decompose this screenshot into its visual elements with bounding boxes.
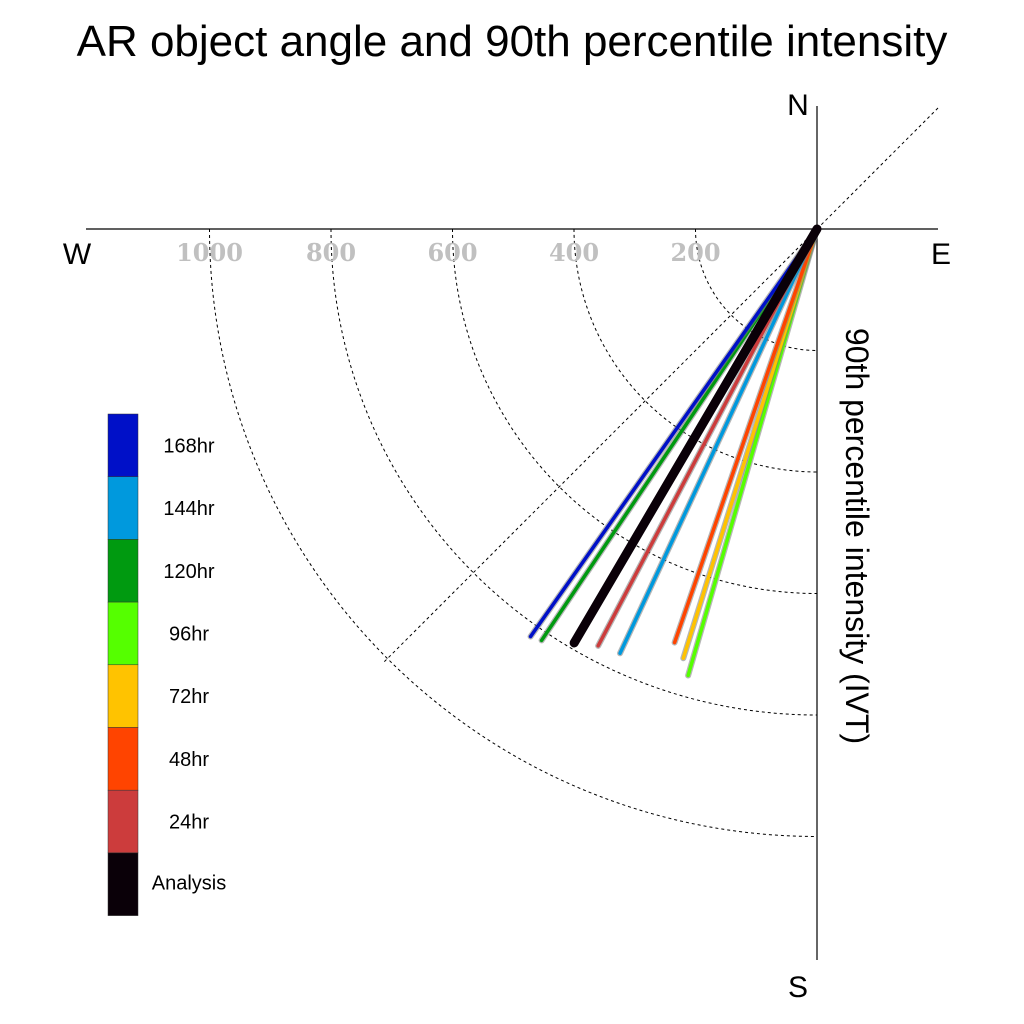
legend-label-168hr: 168hr [163, 435, 214, 457]
legend: 168hr 144hr 120hr 96hr 72hr 48hr 24hr Analysis [107, 413, 226, 916]
ring-label-200: 200 [670, 238, 720, 267]
legend-label-96hr: 96hr [169, 623, 209, 645]
grid-ring-200 [695, 228, 818, 351]
chart-title: AR object angle and 90th percentile inte… [77, 17, 948, 66]
grid-ring-600 [452, 228, 818, 594]
legend-swatch-Analysis [107, 852, 139, 916]
legend-swatch-168hr [107, 413, 139, 477]
ring-labels: 200 400 600 800 1000 [176, 238, 720, 267]
series-line-48hr [672, 227, 819, 645]
legend-swatch-120hr [107, 539, 139, 603]
legend-label-120hr: 120hr [163, 561, 214, 583]
compass-west: W [63, 238, 92, 271]
compass-south: S [788, 971, 808, 1004]
ring-label-1000: 1000 [176, 238, 243, 267]
legend-swatch-24hr [107, 789, 139, 854]
legend-label-144hr: 144hr [163, 498, 214, 520]
series-line-Analysis [569, 224, 822, 648]
series-line-168hr [528, 227, 819, 639]
legend-swatch-144hr [107, 476, 139, 540]
compass-north: N [787, 89, 809, 122]
legend-label-Analysis: Analysis [152, 872, 226, 894]
ring-label-400: 400 [549, 238, 599, 267]
legend-swatch-72hr [107, 664, 139, 728]
radial-axis-label: 90th percentile intensity (IVT) [839, 328, 875, 744]
legend-label-48hr: 48hr [169, 749, 209, 771]
grid-ring-800 [330, 228, 818, 716]
series-line-144hr [618, 227, 819, 656]
grid-ring-1000 [209, 228, 818, 837]
ring-label-600: 600 [427, 238, 477, 267]
legend-label-24hr: 24hr [169, 812, 209, 834]
grid-layer [209, 228, 818, 837]
legend-label-72hr: 72hr [169, 686, 209, 708]
compass-east: E [931, 238, 951, 271]
series-layer [527, 224, 822, 679]
grid-ring-400 [573, 228, 818, 473]
legend-swatch-96hr [107, 601, 139, 666]
ring-label-800: 800 [306, 238, 356, 267]
legend-swatch-48hr [107, 727, 139, 791]
diagonal-reference-line [383, 107, 939, 663]
